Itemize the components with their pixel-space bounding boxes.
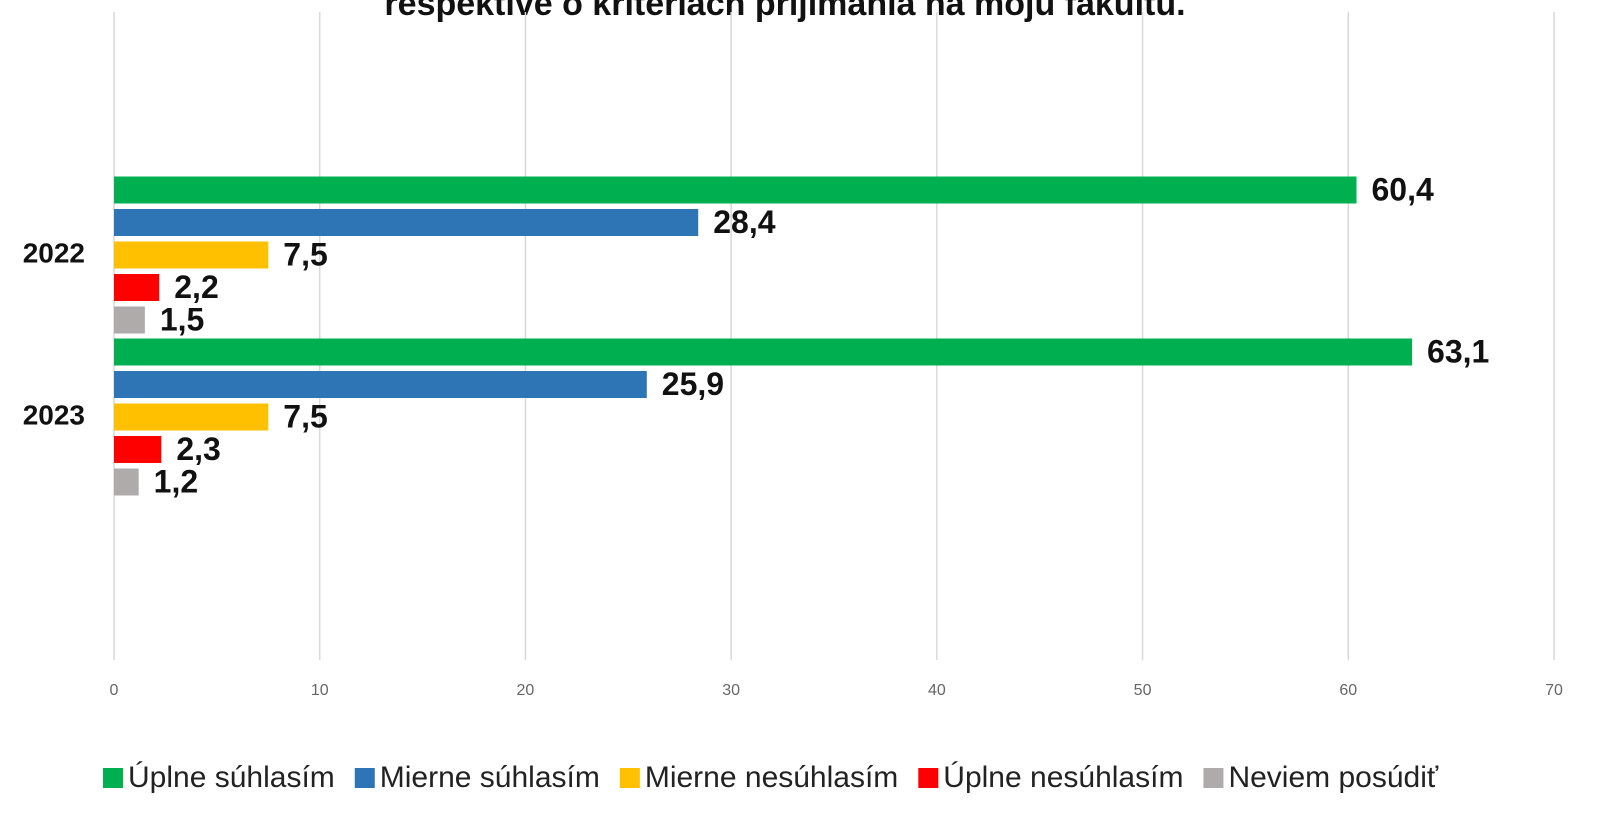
- legend-swatch: [1203, 768, 1224, 788]
- x-tick-label: 10: [311, 682, 329, 699]
- x-tick-label: 0: [110, 682, 119, 699]
- x-tick-label: 70: [1545, 682, 1563, 699]
- bar: [114, 274, 160, 301]
- x-tick-label: 40: [928, 682, 946, 699]
- legend-label: Mierne nesúhlasím: [645, 761, 898, 794]
- y-tick-label: 2023: [23, 399, 85, 430]
- bar: [114, 306, 145, 334]
- x-tick-label: 60: [1339, 682, 1357, 699]
- data-label: 2,3: [176, 431, 220, 467]
- x-tick-label: 50: [1134, 682, 1152, 699]
- y-tick-label: 2022: [23, 237, 85, 268]
- legend-label: Mierne súhlasím: [380, 761, 600, 794]
- bar: [114, 338, 1413, 366]
- data-label: 25,9: [662, 366, 724, 402]
- bar: [114, 176, 1357, 204]
- bar: [114, 436, 162, 463]
- data-label: 63,1: [1427, 333, 1489, 369]
- legend-swatch: [354, 768, 375, 788]
- chart-title: respektíve o kritériách prijímania na mo…: [384, 0, 1185, 23]
- data-label: 1,2: [154, 463, 198, 499]
- bar: [114, 371, 647, 398]
- legend-label: Neviem posúdiť: [1228, 761, 1438, 794]
- legend-swatch: [619, 768, 640, 788]
- bar: [114, 241, 269, 269]
- legend-label: Úplne súhlasím: [128, 761, 335, 794]
- data-label: 7,5: [283, 236, 327, 272]
- bar: [114, 209, 699, 236]
- x-tick-label: 20: [517, 682, 535, 699]
- legend-swatch: [103, 768, 123, 788]
- legend-swatch: [918, 768, 939, 788]
- x-tick-label: 30: [722, 682, 740, 699]
- data-label: 60,4: [1372, 171, 1434, 207]
- data-label: 1,5: [160, 301, 204, 337]
- bar: [114, 403, 269, 431]
- data-label: 2,2: [174, 269, 218, 305]
- data-label: 28,4: [713, 204, 775, 240]
- legend-label: Úplne nesúhlasím: [943, 761, 1183, 794]
- bar: [114, 468, 139, 496]
- data-label: 7,5: [283, 398, 327, 434]
